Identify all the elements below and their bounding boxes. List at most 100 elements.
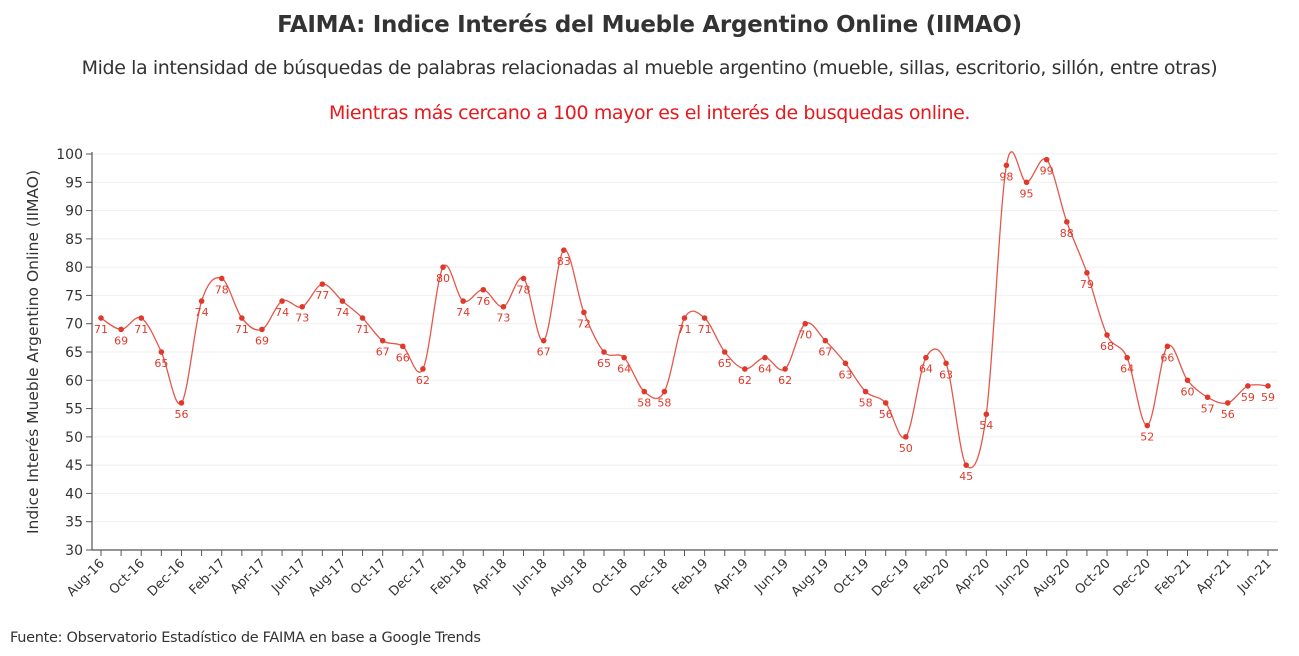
data-label: 58 xyxy=(657,397,671,410)
data-label: 50 xyxy=(899,442,913,455)
x-tick-label: Feb-17 xyxy=(187,556,229,598)
y-tick-label: 80 xyxy=(65,260,83,276)
data-point xyxy=(1063,219,1070,225)
x-tick-label: Aug-17 xyxy=(306,556,350,600)
y-axis: 30 35 40 45 50 55 60 65 70 75 80 85 90 95 100 xyxy=(56,147,93,559)
data-label: 57 xyxy=(1201,402,1215,415)
data-label: 71 xyxy=(235,323,249,336)
x-tick-label: Aug-16 xyxy=(64,556,108,600)
x-tick-label: Apr-19 xyxy=(711,556,752,597)
data-point xyxy=(460,298,466,304)
data-label: 78 xyxy=(215,283,229,296)
data-label: 76 xyxy=(476,295,490,308)
data-label: 67 xyxy=(818,346,832,359)
data-label: 68 xyxy=(1100,340,1114,353)
data-label: 77 xyxy=(315,289,329,302)
data-label: 58 xyxy=(859,397,873,410)
data-point xyxy=(440,264,446,270)
data-point xyxy=(560,247,567,253)
data-point xyxy=(540,337,547,344)
data-label: 60 xyxy=(1181,385,1195,398)
y-tick-label: 95 xyxy=(65,175,83,191)
x-tick-label: Jun-20 xyxy=(993,556,1034,597)
data-label: 59 xyxy=(1241,391,1255,404)
data-label: 79 xyxy=(1080,278,1094,291)
data-point xyxy=(641,388,648,395)
y-tick-label: 100 xyxy=(56,147,83,163)
x-tick-label: Dec-16 xyxy=(145,556,188,599)
x-tick-label: Aug-19 xyxy=(789,556,833,600)
y-tick-label: 40 xyxy=(65,486,83,502)
gridlines xyxy=(92,153,1278,523)
data-point xyxy=(1124,354,1130,361)
data-label: 74 xyxy=(335,306,349,319)
data-label: 64 xyxy=(758,363,772,376)
data-point xyxy=(661,388,668,395)
data-point xyxy=(299,303,306,310)
x-tick-label: Jun-18 xyxy=(510,556,551,597)
data-point xyxy=(520,275,527,282)
data-label: 69 xyxy=(114,334,128,347)
data-point xyxy=(621,354,627,361)
data-point xyxy=(1245,383,1251,389)
x-tick-label: Aug-20 xyxy=(1030,556,1074,600)
data-point xyxy=(802,320,809,327)
data-point xyxy=(882,400,889,406)
data-label: 62 xyxy=(778,374,792,387)
data-point xyxy=(379,337,386,344)
y-axis-label: Indice Interés Mueble Argentino Online (… xyxy=(24,170,42,534)
data-point xyxy=(923,354,929,361)
data-point xyxy=(218,275,225,282)
chart-title: FAIMA: Indice Interés del Mueble Argenti… xyxy=(277,12,1022,38)
data-point xyxy=(601,349,607,355)
data-label: 72 xyxy=(577,317,591,330)
data-label: 64 xyxy=(1120,363,1134,376)
data-label: 54 xyxy=(979,419,993,432)
data-label: 80 xyxy=(436,272,450,285)
x-tick-label: Jun-17 xyxy=(268,556,309,597)
data-label: 65 xyxy=(718,357,732,370)
x-tick-label: Feb-19 xyxy=(670,556,712,598)
y-tick-label: 30 xyxy=(65,543,83,559)
x-tick-label: Oct-20 xyxy=(1072,556,1114,598)
data-label: 52 xyxy=(1140,431,1154,444)
data-point xyxy=(1003,162,1010,169)
chart-note: Mientras más cercano a 100 mayor es el i… xyxy=(328,102,971,124)
data-label: 71 xyxy=(356,323,370,336)
x-tick-label: Apr-21 xyxy=(1194,556,1235,597)
data-point xyxy=(98,315,104,321)
x-tick-label: Jun-21 xyxy=(1234,556,1275,597)
data-point xyxy=(1104,332,1110,338)
data-point xyxy=(742,366,748,372)
data-label: 70 xyxy=(798,329,812,342)
data-point xyxy=(400,343,406,350)
y-tick-label: 70 xyxy=(65,317,83,333)
data-labels: 71 69 71 65 56 74 78 71 69 74 73 77 74 71 67 66 62 80 74 76… xyxy=(94,165,1275,483)
data-label: 62 xyxy=(416,374,430,387)
data-label: 71 xyxy=(94,323,108,336)
data-label: 64 xyxy=(617,363,631,376)
data-point xyxy=(701,315,708,321)
x-tick-label: Jun-19 xyxy=(751,556,792,597)
data-point xyxy=(1224,400,1231,406)
data-label: 71 xyxy=(698,323,712,336)
data-point xyxy=(822,337,829,344)
data-label: 58 xyxy=(637,397,651,410)
data-point xyxy=(1184,377,1191,384)
data-point xyxy=(842,360,849,367)
data-label: 56 xyxy=(174,408,188,421)
data-point xyxy=(339,298,346,304)
data-point xyxy=(983,411,990,418)
data-point xyxy=(1144,422,1151,429)
data-point xyxy=(1023,179,1030,186)
series-points xyxy=(98,156,1271,468)
chart-subtitle: Mide la intensidad de búsquedas de palab… xyxy=(81,57,1218,79)
data-label: 83 xyxy=(557,255,571,268)
data-label: 62 xyxy=(738,374,752,387)
data-point xyxy=(1265,383,1271,389)
data-point xyxy=(681,315,688,321)
data-label: 66 xyxy=(396,351,410,364)
data-label: 63 xyxy=(838,368,852,381)
data-label: 74 xyxy=(275,306,289,319)
